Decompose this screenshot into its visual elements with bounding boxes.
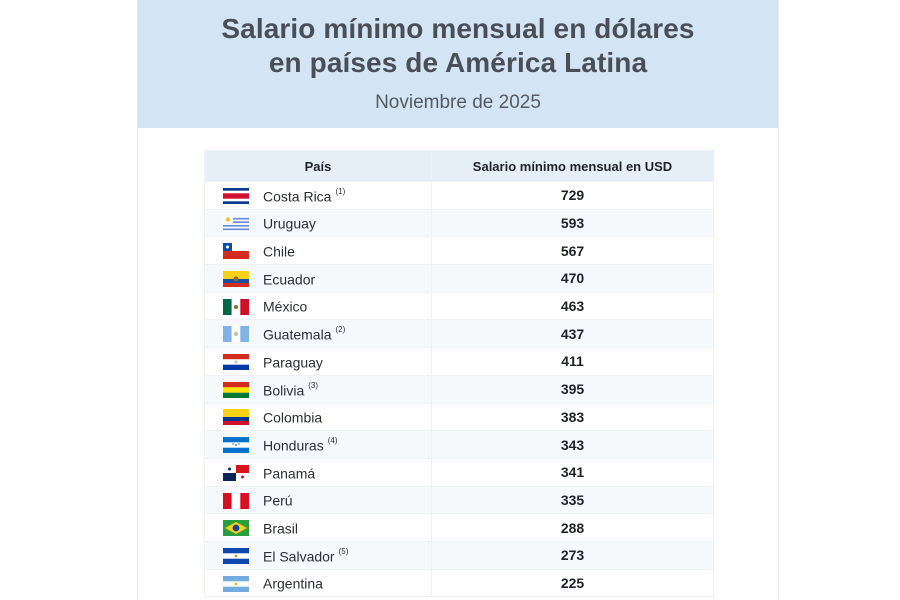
title-line-1: Salario mínimo mensual en dólares [221, 13, 695, 44]
table-row: Panamá 341 [204, 457, 714, 487]
country-name: Panamá [263, 464, 316, 481]
country-name: Honduras [263, 437, 324, 454]
title-line-2: en países de América Latina [268, 47, 648, 78]
guatemala-flag-icon [223, 326, 249, 343]
peru-flag-icon [223, 492, 249, 509]
salary-value: 437 [431, 319, 714, 349]
country-cell: México [204, 291, 432, 321]
salary-value: 343 [431, 430, 714, 459]
country-cell: Ecuador [204, 264, 432, 293]
country-cell: Argentina [204, 568, 432, 598]
column-header-salary: Salario mínimo mensual en USD [431, 150, 714, 182]
country-name: Paraguay [263, 354, 323, 371]
table-row: Costa Rica (1) 729 [204, 181, 714, 210]
country-cell: Bolivia (3) [204, 374, 432, 404]
country-name: Uruguay [263, 215, 316, 232]
uruguay-flag-icon [223, 215, 249, 232]
panama-flag-icon [223, 464, 249, 481]
table-row: Colombia 383 [204, 402, 714, 432]
table-row: Argentina 225 [204, 568, 714, 598]
salary-value: 729 [431, 181, 714, 210]
chile-flag-icon [223, 243, 249, 260]
salary-value: 335 [431, 485, 714, 515]
salary-value: 411 [431, 347, 714, 376]
table-row: El Salvador (5) 273 [204, 540, 714, 570]
honduras-flag-icon [223, 437, 249, 454]
infographic-card: Salario mínimo mensual en dólares en paí… [137, 0, 779, 600]
country-name: Bolivia [263, 381, 305, 398]
salary-value: 383 [431, 402, 714, 432]
table-row: Honduras (4) 343 [204, 430, 714, 459]
country-cell: Perú [204, 485, 432, 515]
country-name: Colombia [263, 409, 323, 426]
salary-value: 395 [431, 374, 714, 404]
footnote-marker: (2) [335, 325, 346, 335]
table-row: Guatemala (2) 437 [204, 319, 714, 349]
table-row: Paraguay 411 [204, 347, 714, 376]
table-header-row: País Salario mínimo mensual en USD [204, 150, 714, 182]
country-name: Brasil [263, 520, 299, 537]
footnote-marker: (1) [335, 187, 346, 197]
country-cell: Brasil [204, 513, 432, 542]
salary-value: 567 [431, 236, 714, 266]
country-cell: Colombia [204, 402, 432, 432]
country-name: México [263, 298, 308, 315]
colombia-flag-icon [223, 409, 249, 426]
brazil-flag-icon [223, 520, 249, 537]
table-row: Chile 567 [204, 236, 714, 266]
footnote-marker: (3) [308, 380, 319, 390]
country-name: Argentina [263, 575, 323, 592]
table-row: Ecuador 470 [204, 264, 714, 293]
country-name: Chile [263, 243, 295, 260]
table-row: Brasil 288 [204, 513, 714, 542]
costa-rica-flag-icon [223, 187, 249, 204]
el-salvador-flag-icon [223, 547, 249, 564]
salary-value: 341 [431, 457, 714, 487]
mexico-flag-icon [223, 298, 249, 315]
table-row: Perú 335 [204, 485, 714, 515]
argentina-flag-icon [223, 575, 249, 592]
page-title: Salario mínimo mensual en dólares en paí… [138, 0, 778, 80]
country-name: Ecuador [263, 271, 316, 288]
country-name: Perú [263, 492, 293, 509]
salary-value: 463 [431, 291, 714, 321]
country-cell: Guatemala (2) [204, 319, 432, 349]
salary-table: País Salario mínimo mensual en USD Costa… [204, 150, 714, 598]
country-name: Guatemala [263, 326, 332, 343]
country-name: Costa Rica [263, 187, 332, 204]
country-cell: Uruguay [204, 208, 432, 238]
country-cell: Chile [204, 236, 432, 266]
ecuador-flag-icon [223, 271, 249, 288]
country-cell: Costa Rica (1) [204, 181, 432, 210]
salary-value: 273 [431, 540, 714, 570]
salary-table-container: País Salario mínimo mensual en USD Costa… [204, 150, 714, 598]
header-banner: Salario mínimo mensual en dólares en paí… [138, 0, 778, 128]
salary-value: 288 [431, 513, 714, 542]
salary-value: 470 [431, 264, 714, 293]
country-name: El Salvador [263, 547, 335, 564]
salary-value: 225 [431, 568, 714, 598]
country-cell: Honduras (4) [204, 430, 432, 459]
table-row: Bolivia (3) 395 [204, 374, 714, 404]
country-cell: Paraguay [204, 347, 432, 376]
subtitle-date: Noviembre de 2025 [375, 92, 541, 113]
footnote-marker: (5) [338, 546, 349, 556]
table-row: Uruguay 593 [204, 208, 714, 238]
salary-value: 593 [431, 208, 714, 238]
bolivia-flag-icon [223, 381, 249, 398]
country-cell: Panamá [204, 457, 432, 487]
footnote-marker: (4) [327, 436, 338, 446]
paraguay-flag-icon [223, 354, 249, 371]
country-cell: El Salvador (5) [204, 540, 432, 570]
column-header-country: País [204, 150, 432, 182]
table-row: México 463 [204, 291, 714, 321]
